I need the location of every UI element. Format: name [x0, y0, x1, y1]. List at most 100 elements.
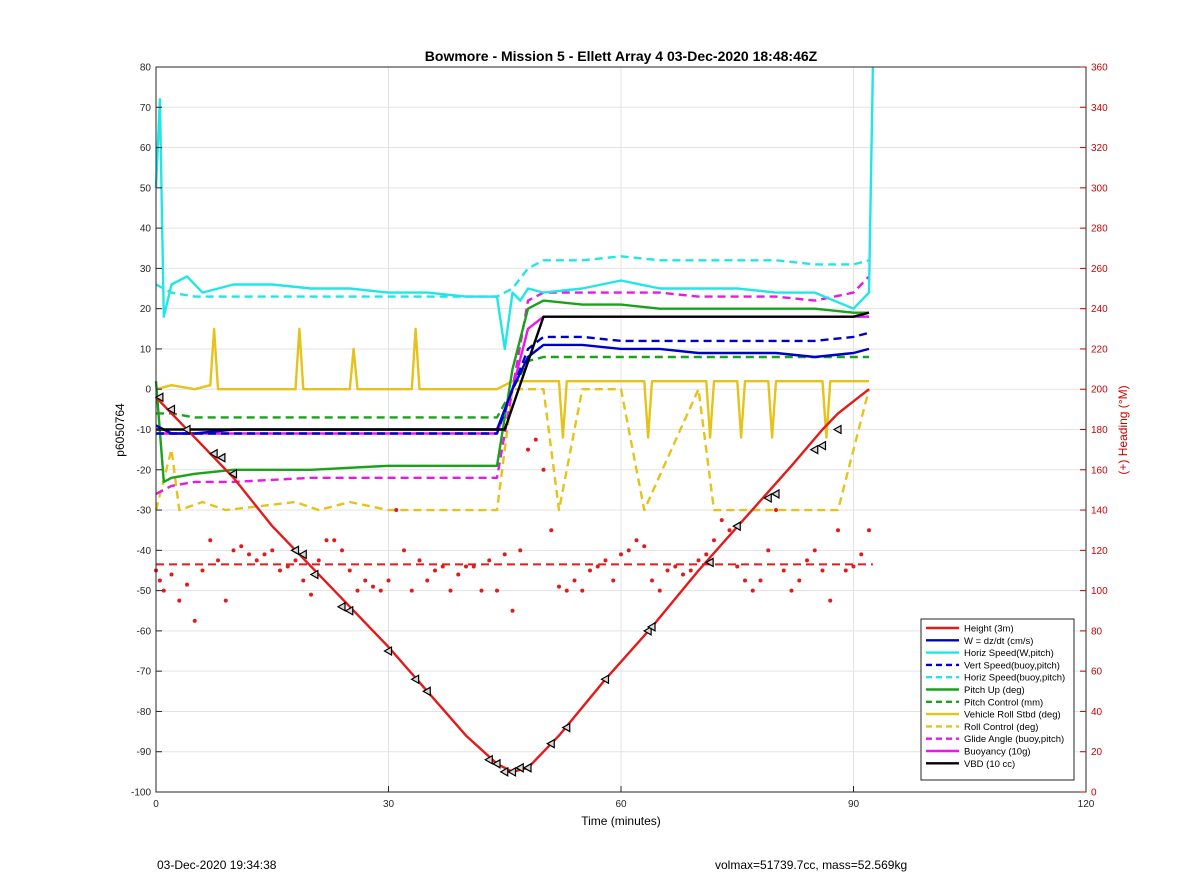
dive-marker — [546, 738, 555, 749]
heading-point — [479, 588, 484, 593]
series-line-3 — [156, 331, 870, 435]
heading-point — [192, 618, 197, 623]
heading-point — [495, 588, 499, 593]
heading-point — [549, 528, 554, 533]
x-axis-label: Time (minutes) — [581, 814, 661, 828]
y-tick-label: -40 — [137, 546, 152, 557]
x-tick-label: 120 — [1078, 799, 1095, 810]
series-line-8 — [154, 388, 871, 512]
heading-point — [402, 548, 406, 553]
series-line-5 — [154, 299, 869, 484]
heading-point — [200, 568, 205, 573]
y2-tick-label: 20 — [1091, 747, 1103, 758]
dive-marker — [770, 488, 780, 499]
heading-point — [394, 508, 399, 513]
x-tick-label: 0 — [153, 799, 159, 810]
heading-point — [487, 558, 492, 563]
y2-tick-label: 140 — [1091, 506, 1108, 517]
y-tick-label: 30 — [140, 264, 152, 275]
y2-tick-label: 180 — [1091, 425, 1108, 436]
dive-marker — [383, 645, 393, 657]
heading-point — [843, 568, 848, 573]
y2-tick-label: 220 — [1091, 344, 1108, 355]
heading-point — [471, 564, 476, 569]
y2-tick-label: 200 — [1091, 385, 1108, 396]
dive-marker — [600, 674, 610, 685]
heading-point — [766, 548, 771, 553]
dive-marker — [344, 605, 354, 616]
dive-marker — [809, 444, 819, 455]
heading-point — [270, 548, 275, 553]
legend-label-8: Roll Control (deg) — [964, 722, 1038, 733]
y-tick-label: 20 — [140, 304, 152, 315]
y2-axis-label: (+) Heading (°M) — [1116, 385, 1130, 474]
dive-marker — [522, 762, 532, 773]
heading-point — [812, 548, 817, 553]
heading-point — [340, 548, 344, 553]
legend-label-3: Vert Speed(buoy,pitch) — [964, 660, 1060, 671]
heading-point — [161, 588, 166, 593]
dive-marker — [642, 625, 652, 636]
heading-point — [580, 588, 585, 593]
y-tick-label: -10 — [137, 425, 152, 436]
heading-point — [758, 578, 763, 583]
heading-point — [324, 538, 329, 543]
legend-label-7: Vehicle Roll Stbd (deg) — [964, 710, 1061, 721]
y2-tick-label: 240 — [1091, 304, 1108, 315]
legend-label-0: Height (3m) — [964, 624, 1014, 635]
heading-point — [867, 528, 871, 533]
heading-point — [386, 578, 391, 583]
heading-point — [859, 552, 864, 557]
heading-point — [533, 437, 538, 442]
footer-timestamp: 03-Dec-2020 19:34:38 — [157, 858, 277, 872]
heading-point — [177, 598, 182, 603]
heading-point — [425, 578, 430, 583]
dive-marker — [484, 754, 493, 765]
heading-point — [836, 528, 840, 533]
heading-point — [355, 588, 360, 593]
heading-point — [285, 564, 290, 569]
heading-point — [518, 548, 523, 553]
y2-tick-label: 80 — [1091, 626, 1103, 637]
dive-marker — [704, 557, 714, 568]
heading-point — [254, 558, 259, 563]
heading-point — [208, 538, 213, 543]
heading-point — [727, 528, 732, 533]
y-tick-label: 50 — [140, 183, 152, 194]
heading-point — [293, 558, 298, 563]
heading-point — [673, 564, 678, 569]
heading-point — [696, 558, 701, 563]
heading-point — [456, 572, 461, 577]
heading-point — [588, 568, 592, 573]
y2-tick-label: 120 — [1091, 546, 1108, 557]
dive-marker — [817, 440, 827, 451]
dive-marker — [166, 404, 176, 415]
y-tick-label: -90 — [137, 747, 152, 758]
heading-point — [805, 558, 809, 563]
y2-tick-label: 260 — [1091, 264, 1108, 275]
dive-marker — [561, 722, 571, 733]
series-line-11 — [156, 311, 870, 431]
legend-label-2: Horiz Speed(W,pitch) — [964, 648, 1054, 659]
heading-point — [223, 598, 228, 603]
heading-point — [719, 518, 724, 523]
heading-point — [157, 578, 162, 583]
heading-point — [309, 592, 313, 597]
y-tick-label: 70 — [140, 103, 152, 114]
grid — [155, 66, 1087, 793]
heading-point — [619, 552, 623, 557]
heading-point — [464, 564, 468, 569]
heading-point — [789, 588, 794, 593]
y2-tick-label: 280 — [1091, 224, 1108, 235]
dive-marker — [154, 392, 164, 403]
heading-point — [169, 572, 174, 577]
y2-tick-label: 60 — [1091, 667, 1103, 678]
dive-marker — [410, 674, 420, 685]
dive-marker — [309, 569, 319, 580]
heading-point — [657, 588, 662, 593]
heading-point — [595, 564, 600, 569]
heading-point — [828, 598, 833, 603]
y-tick-label: -100 — [131, 788, 151, 799]
heading-point — [185, 582, 189, 587]
heading-point — [247, 552, 251, 557]
